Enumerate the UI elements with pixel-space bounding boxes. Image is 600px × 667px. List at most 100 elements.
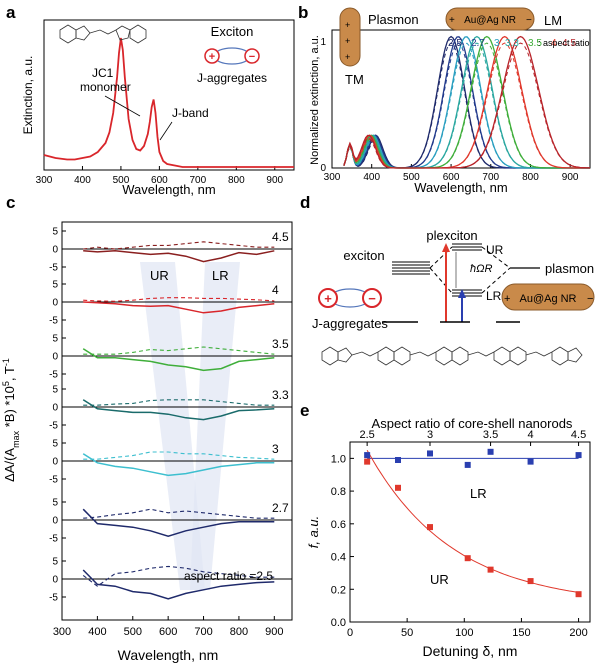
panel-b-ytick-1: 1 <box>320 37 326 48</box>
panel-b-nr-minus: − <box>526 15 532 26</box>
panel-b-xtick-label: 300 <box>324 172 341 183</box>
panel-c-ytick-label: -5 <box>49 534 58 545</box>
panel-c-ytick-label: 0 <box>52 298 58 309</box>
panel-e-point-UR <box>575 591 582 598</box>
arrow-blue-head <box>458 289 466 298</box>
panel-a-arrow-jband <box>159 121 173 141</box>
panel-a-ylabel: Extinction, a.u. <box>21 56 35 135</box>
panel-b: 300 400 500 600 700 800 900 0 1 Wavelength, nm… <box>309 7 591 195</box>
panel-a-xtick-label: 600 <box>151 175 168 186</box>
panel-c-xtick-label: 600 <box>159 626 177 638</box>
panel-b-series <box>343 35 590 169</box>
panel-e-point-LR <box>527 458 534 465</box>
panel-c-label-3.3: 3.3 <box>272 388 289 402</box>
panel-label-d: d <box>300 193 310 212</box>
panel-e-top-tick-label: 3 <box>427 429 433 441</box>
panel-c-series-dashed-3.5 <box>83 346 275 355</box>
panel-e-point-LR <box>464 461 471 468</box>
panel-e-point-UR <box>527 578 534 585</box>
panel-e-point-LR <box>364 452 371 459</box>
panel-e-point-UR <box>487 566 494 573</box>
panel-c-annotation-ur: UR <box>150 268 169 283</box>
panel-b-xlabel: Wavelength, nm <box>414 180 507 195</box>
panel-c-ur-band <box>140 262 205 590</box>
panel-d-lr: LR <box>486 289 502 303</box>
panel-a-annotation-monomer-2: monomer <box>80 80 131 94</box>
panel-b-frame <box>331 29 591 169</box>
panel-label-e: e <box>300 401 309 420</box>
panel-e-top-tick-label: 4 <box>528 429 534 441</box>
panel-c-ytick-label: 5 <box>52 334 58 345</box>
panel-c: -5 0 5 -5 0 5 -5 0 5 -5 0 5 -5 0 5 -5 0 5 -5 0 5 4.5 4 3.5 3.3 3… <box>1 221 293 663</box>
panel-c-series-3 <box>82 453 275 477</box>
panel-c-ytick-label: 5 <box>52 227 58 238</box>
panel-e: Aspect ratio of core-shell nanorods 2.5 3… <box>306 416 591 659</box>
panel-c-x-ticks: 300 400 500 600 700 800 900 <box>53 616 283 638</box>
panel-a-xtick-label: 800 <box>228 175 245 186</box>
panel-e-point-UR <box>395 484 401 491</box>
panel-a-annotation-jband: J-band <box>172 106 209 120</box>
panel-a-annotation-jagg: J-aggregates <box>197 71 267 85</box>
panel-b-xtick-label: 800 <box>522 172 539 183</box>
panel-c-series-dashed-2.5 <box>82 565 275 587</box>
panel-c-annotation-lr: LR <box>212 268 229 283</box>
panel-e-title: Aspect ratio of core-shell nanorods <box>372 416 573 431</box>
panel-e-label-ur: UR <box>430 572 449 587</box>
nanorod-icon-d <box>501 283 595 311</box>
panel-c-series-2.5 <box>82 569 275 600</box>
panel-d-jagg: J-aggregates <box>312 316 388 331</box>
panel-c-xlabel: Wavelength, nm <box>118 647 219 663</box>
panel-c-frame <box>61 221 293 621</box>
panel-a-frame <box>43 19 295 171</box>
panel-c-label-3.5: 3.5 <box>272 337 289 351</box>
panel-b-legend-3: 3 <box>494 38 500 49</box>
panel-e-label-lr: LR <box>470 486 487 501</box>
panel-e-xtick-label: 150 <box>512 627 530 639</box>
panel-b-nr-plus: + <box>449 15 455 26</box>
panel-e-ytick-label: 0.4 <box>331 552 346 564</box>
panel-a-extinction-line <box>43 37 294 168</box>
nanorod-plus-2: + <box>345 36 350 46</box>
panel-c-ytick-label: 0 <box>52 516 58 527</box>
panel-c-xtick-label: 700 <box>194 626 212 638</box>
panel-e-point-UR <box>464 555 471 562</box>
negative-charge-icon <box>244 48 260 64</box>
panel-e-fits <box>366 449 579 593</box>
panel-c-series-3.5 <box>82 348 275 372</box>
panel-c-ytick-label: -5 <box>49 263 58 274</box>
negative-charge-icon-d <box>362 288 382 308</box>
panel-c-series: 4.5 4 3.5 3.3 3 2.7 <box>82 230 289 600</box>
panel-b-aspect-legend: 2.5 2.7 3 3.3 3.5 4 4.5 <box>448 38 576 49</box>
coupling-dashes <box>429 246 511 294</box>
panel-a-arrow-monomer <box>104 95 141 117</box>
panel-b-xtick-label: 700 <box>482 172 499 183</box>
panel-c-ytick-label: -5 <box>49 593 58 604</box>
nanorod-plus-1: + <box>345 20 350 30</box>
panel-c-series-4 <box>83 301 275 314</box>
panel-e-point-UR <box>427 524 433 531</box>
panel-e-ylabel: f, a.u. <box>306 516 321 549</box>
panel-c-series-dashed-2.7 <box>83 508 275 519</box>
panel-e-point-UR <box>364 458 371 465</box>
panel-d-ur: UR <box>486 243 504 257</box>
panel-b-legend-3.5: 3.5 <box>528 38 542 49</box>
panel-a-xlabel: Wavelength, nm <box>122 182 215 197</box>
panel-d: plexciton UR LR ħΩR exciton plasmon + − … <box>312 228 595 366</box>
panel-d-plexciton: plexciton <box>426 228 477 243</box>
positive-charge-glyph: + <box>209 51 215 63</box>
panel-e-xtick-label: 200 <box>569 627 587 639</box>
panel-b-annotation-nr: Au@Ag NR <box>464 15 516 26</box>
lr-levels <box>452 289 482 297</box>
panel-label-a: a <box>6 3 16 22</box>
panel-a-annotation-exciton: Exciton <box>211 24 254 39</box>
jaggregate-molecule-icon <box>321 346 583 366</box>
negative-charge-glyph: − <box>249 51 255 63</box>
panel-a-x-ticks: 300 400 500 600 700 800 900 <box>36 166 284 186</box>
panel-c-series-dashed-4 <box>83 297 275 302</box>
panel-a-xtick-label: 700 <box>190 175 207 186</box>
panel-c-ytick-label: 0 <box>52 403 58 414</box>
panel-c-series-3.3 <box>82 399 275 421</box>
panel-b-series-dashed-3 <box>343 42 590 169</box>
panel-c-ytick-label: 5 <box>52 439 58 450</box>
panel-e-fit-ur <box>366 449 577 593</box>
